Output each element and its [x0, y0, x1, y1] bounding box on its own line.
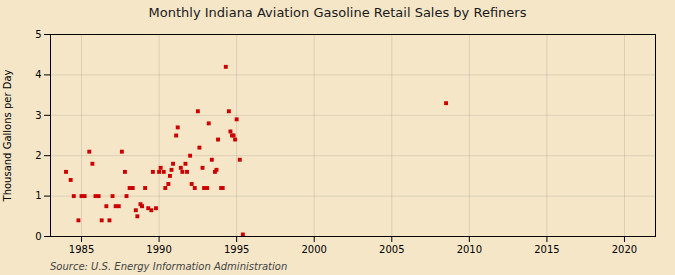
svg-text:Thousand Gallons per Day: Thousand Gallons per Day	[2, 69, 13, 202]
svg-text:5: 5	[35, 29, 41, 40]
svg-text:2: 2	[35, 150, 41, 161]
svg-text:0: 0	[35, 231, 41, 242]
svg-text:2015: 2015	[534, 244, 559, 255]
svg-text:2010: 2010	[457, 244, 482, 255]
svg-text:2020: 2020	[612, 244, 637, 255]
svg-text:1990: 1990	[146, 244, 171, 255]
html-text:Monthly Indiana Aviation Gasol: Monthly Indiana Aviation Gasoline Retail…	[148, 5, 527, 20]
svg-text:1: 1	[35, 190, 41, 201]
svg-text:2000: 2000	[301, 244, 326, 255]
svg-text:1985: 1985	[69, 244, 94, 255]
svg-text:3: 3	[35, 110, 41, 121]
svg-text:1995: 1995	[224, 244, 249, 255]
html-text:Source: U.S. Energy Informatio: Source: U.S. Energy Information Administ…	[50, 261, 288, 272]
svg-text:4: 4	[35, 69, 41, 80]
svg-text:2005: 2005	[379, 244, 404, 255]
